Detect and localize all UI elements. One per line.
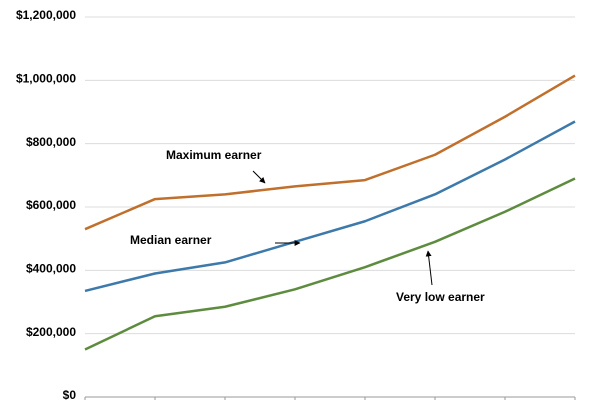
grid bbox=[84, 16, 576, 400]
annotation: Median earner bbox=[130, 233, 212, 247]
arrow bbox=[425, 250, 433, 286]
series-line bbox=[84, 120, 576, 293]
series-line bbox=[84, 177, 576, 351]
series-line bbox=[84, 74, 576, 231]
arrow bbox=[252, 170, 266, 184]
y-tick-label: $400,000 bbox=[26, 262, 76, 276]
lines bbox=[84, 74, 576, 351]
y-tick-label: $800,000 bbox=[26, 135, 76, 149]
y-tick-label: $1,200,000 bbox=[16, 8, 76, 22]
y-tick-label: $1,000,000 bbox=[16, 72, 76, 86]
annotation: Very low earner bbox=[396, 290, 485, 304]
annotation: Maximum earner bbox=[166, 148, 262, 162]
y-tick-label: $200,000 bbox=[26, 325, 76, 339]
y-tick-label: $0 bbox=[63, 388, 77, 400]
y-tick-label: $600,000 bbox=[26, 198, 76, 212]
